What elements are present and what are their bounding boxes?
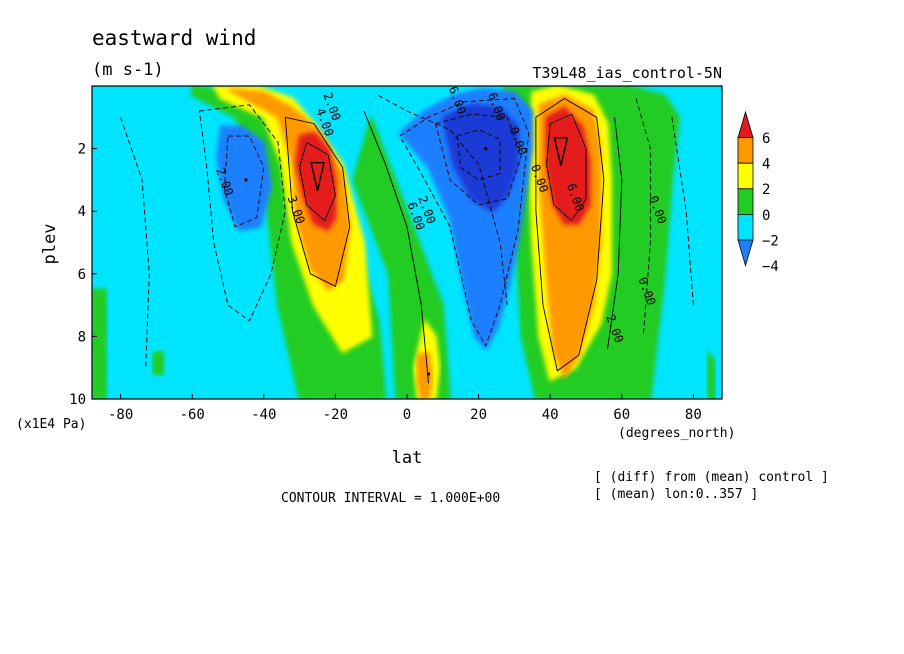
- extremum-marker-5: [426, 372, 431, 376]
- contour-line-5: [535, 97, 605, 372]
- contour-region-15: [216, 125, 273, 232]
- contour-line-11: [435, 113, 522, 206]
- x-tick-label-7: 60: [613, 407, 630, 423]
- y-tick-label-4: 10: [69, 392, 86, 408]
- x-tick-label-8: 80: [685, 407, 702, 423]
- contour-line-6: [607, 117, 623, 349]
- colorbar-top-arrow: [737, 110, 754, 139]
- colorbar-label-2: 2: [762, 182, 770, 198]
- contour-line-8: [198, 104, 286, 322]
- x-tick-label-1: -60: [180, 407, 205, 423]
- x-axis-label: lat: [392, 448, 423, 468]
- colorbar-box-4: [737, 213, 754, 241]
- contour-line-13: [378, 95, 508, 306]
- extremum-marker-3: [484, 147, 488, 151]
- contour-line-10: [399, 98, 530, 347]
- note-mean: [ (mean) lon:0..357 ]: [594, 487, 758, 502]
- y-axis-label: plev: [40, 224, 60, 265]
- contour-region-11: [416, 350, 434, 399]
- x-tick-label-6: 40: [542, 407, 559, 423]
- contour-line-14: [635, 98, 651, 337]
- chart-title: eastward wind: [92, 26, 256, 50]
- contour-interval: CONTOUR INTERVAL = 1.000E+00: [281, 491, 500, 506]
- contour-line-3: [363, 110, 429, 384]
- contour-line-12: [456, 129, 501, 181]
- y-tick-label-2: 6: [78, 267, 86, 283]
- run-label: T39L48_ias_control-5N: [532, 64, 722, 82]
- contour-line-9: [120, 117, 150, 368]
- y-tick-label-3: 8: [78, 329, 86, 345]
- colorbar-box-1: [737, 137, 754, 164]
- extremum-marker-4: [244, 178, 248, 182]
- contour-line-2: [284, 116, 351, 287]
- colorbar-bottom-arrow: [737, 239, 754, 268]
- contour-region-6: [706, 349, 716, 399]
- contour-region-2: [151, 351, 165, 375]
- colorbar-box-2: [737, 162, 754, 190]
- extremum-marker-1: [310, 161, 325, 192]
- chart-units: (m s-1): [92, 60, 164, 80]
- contour-line-1: [299, 141, 336, 222]
- x-tick-label-5: 20: [470, 407, 487, 423]
- y-axis-units: (x1E4 Pa): [16, 417, 86, 432]
- x-tick-label-0: -80: [108, 407, 133, 423]
- y-tick-label-0: 2: [78, 142, 86, 158]
- colorbar: 6 4 2 0 −2 −4: [737, 110, 779, 275]
- colorbar-label-1: 4: [762, 157, 770, 173]
- x-tick-label-4: 0: [403, 407, 411, 423]
- colorbar-label-5: −4: [762, 259, 779, 275]
- x-tick-label-3: -20: [323, 407, 348, 423]
- extremum-marker-2: [553, 136, 569, 166]
- contour-line-7: [223, 135, 265, 228]
- note-diff: [ (diff) from (mean) control ]: [594, 470, 829, 485]
- x-axis-units: (degrees_north): [618, 426, 735, 441]
- contour-region-17: [441, 103, 519, 213]
- colorbar-box-3: [737, 188, 754, 215]
- x-tick-label-2: -40: [251, 407, 276, 423]
- contour-region-1: [92, 288, 108, 399]
- y-tick-label-1: 4: [78, 204, 86, 220]
- contour-line-4: [546, 113, 587, 222]
- colorbar-label-0: 6: [762, 131, 770, 147]
- colorbar-label-4: −2: [762, 233, 779, 249]
- colorbar-label-3: 0: [762, 208, 770, 224]
